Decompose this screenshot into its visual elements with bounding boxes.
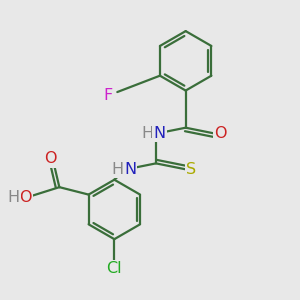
Text: N: N [154, 126, 166, 141]
Text: O: O [214, 126, 227, 141]
Text: F: F [104, 88, 113, 103]
Text: N: N [124, 162, 136, 177]
Text: O: O [19, 190, 31, 205]
Text: S: S [186, 162, 196, 177]
Text: H: H [8, 190, 20, 205]
Text: Cl: Cl [106, 261, 122, 276]
Text: O: O [44, 152, 57, 166]
Text: H: H [142, 126, 154, 141]
Text: H: H [112, 162, 124, 177]
